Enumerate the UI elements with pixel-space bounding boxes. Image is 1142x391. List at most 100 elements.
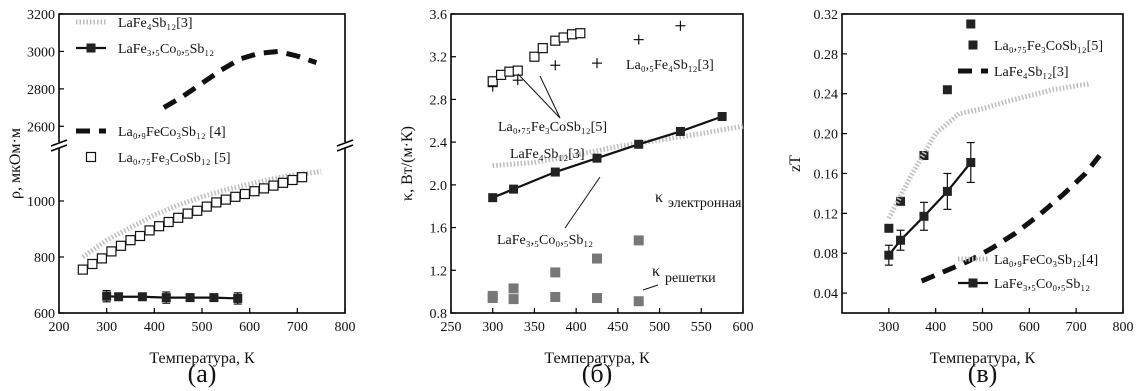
panel-b-series-0-point [675,20,686,31]
panel-c-legend-sample [968,278,978,288]
panel-a-legend-label: LaFe₄Sb₁₂[3] [118,16,193,31]
panel-a-x-tick-label: 700 [287,320,308,335]
panel-b-y-tick-label: 0.8 [430,307,448,322]
panel-a-series-1-point [161,293,171,303]
panel-b-y-tick-label: 1.2 [430,264,448,279]
panel-b-y-tick-label: 2.4 [430,136,448,151]
panel-b-series-5-point [550,291,561,302]
panel-b-series-1-point [575,28,586,39]
panel-a-y-tick-label: 3000 [27,45,55,60]
panel-b-series-3-point [550,167,560,177]
panel-b-y-tick-label: 2.0 [430,179,448,194]
panel-c-series-1-line [920,153,1102,284]
panel-a-series-1-point [233,293,243,303]
panel-b-series-0-point [592,58,602,69]
panel-c-series-3-point [896,235,906,245]
panel-b-series-1-point [529,51,540,62]
panel-c-y-tick-label: 0.16 [814,167,839,182]
panel-a-break-gap [337,142,353,148]
panel-b-annotation-arrow [517,73,561,119]
panel-b-x-tick-label: 450 [607,320,628,335]
panel-c-legend-label: La₀,₉FeCo₃Sb₁₂[4] [994,253,1098,268]
panel-c-series-0-point [919,151,929,161]
panel-b-annotation-arrow [564,176,601,229]
panel-c-series-3-point [884,250,894,260]
panel-a-y-tick-label: 2600 [27,120,55,135]
panel-c-y-tick-label: 0.08 [814,247,839,262]
panel-b-x-tick-label: 250 [441,320,462,335]
panel-a-series-3-point [115,240,127,251]
panel-b-y-label: κ, Вт/(м·К) [399,126,416,201]
panel-b-series-5-point [592,293,602,304]
panel-b-x-tick-label: 500 [649,320,670,335]
panel-a-series-3-point [287,174,298,186]
panel-b-x-tick-label: 300 [482,320,503,335]
panel-b-series-3-point [675,126,685,136]
panel-b-series-0-point [633,34,644,45]
panel-b-annotation: LaFe₃,₅Co₀,₅Sb₁₂ [497,233,593,248]
panel-b-annotation: κ [652,263,660,280]
panel-b-y-tick-label: 1.6 [430,222,448,237]
panel-b-annotation: LaFe₄Sb₁₂[3] [510,147,585,162]
panel-b-series-1-point [558,32,569,43]
panel-a-series-3-point [154,221,165,232]
panel-c-y-tick-label: 0.28 [814,48,839,63]
panel-a-series-3-point [230,191,241,202]
panel-a-legend-sample [86,43,96,53]
panel-a-series-3-point [201,201,212,212]
panel-a-y-tick-label: 2800 [27,83,55,98]
panel-b-x-tick-label: 600 [733,320,754,335]
panel-a-x-tick-label: 300 [96,320,117,335]
panel-a-series-3-point [220,194,231,205]
panel-a-legend-sample [85,151,97,163]
panel-a-x-tick-label: 800 [335,320,356,335]
panel-a-break-mark [50,139,68,147]
panel-a-letter: (a) [188,359,217,388]
panel-b-series-1-point [504,66,515,77]
panel-b-series-0-point [512,75,523,86]
panel-c-series-3-point [966,158,976,168]
panel-a-y-label: ρ, мкОм·м [7,128,24,199]
panel-b-annotation-sub: электронная [668,196,742,211]
panel-c-series-3-point [919,211,929,221]
panel-b-x-tick-label: 350 [524,320,545,335]
panel-b-annotation-sub: решетки [665,271,716,286]
panel-b-frame [450,13,744,314]
panel-b-series-5-point [487,293,498,304]
panel-c-y-tick-label: 0.32 [814,8,839,23]
panel-a-series-3-point [268,180,279,191]
panel-a-series-3-point [239,188,250,200]
panel-c-series-0-point [966,19,976,29]
panel-b-series-1-point [550,35,561,46]
panel-a-series-3-point [297,172,308,183]
panel-b-x-tick-label: 550 [691,320,712,335]
panel-c-letter: (в) [968,359,998,388]
panel-a-break-mark [50,144,68,152]
panel-b-letter: (б) [582,359,613,388]
panel-c-x-tick-label: 600 [1019,320,1040,335]
panel-c-x-tick-label: 800 [1113,320,1134,335]
panel-a-series-3-point [144,225,155,236]
panel-b-annotation: La₀,₅Fe₄Sb₁₂[3] [626,58,714,73]
panel-b-series-4-point [592,253,602,264]
panel-b-series-1-point [537,43,548,54]
panel-a-x-tick-label: 400 [144,320,165,335]
panel-c-y-label: zT [787,155,804,172]
panel-c-x-tick-label: 400 [925,320,946,335]
panel-a-series-3-point [249,186,260,197]
panel-b-series-3-point [634,139,644,149]
panel-a-x-tick-label: 200 [49,320,70,335]
panel-b-y-tick-label: 3.6 [430,8,448,23]
panel-a-series-3-point [211,197,222,208]
panel-a-series-3-point [192,205,203,216]
panel-a-break-gap [51,142,67,148]
panel-b-series-5-point [508,294,519,305]
panel-b-series-3-point [509,184,519,194]
panel-b-x-tick-label: 400 [566,320,587,335]
panel-c-x-label: Температура, К [930,350,1036,367]
panel-b-annotation-arrow [539,75,561,119]
panel-b-series-3-point [717,112,727,122]
panel-a-x-label: Температура, К [149,350,255,367]
panel-b-series-4-point [550,267,561,278]
panel-b-series-3-point [592,153,602,163]
